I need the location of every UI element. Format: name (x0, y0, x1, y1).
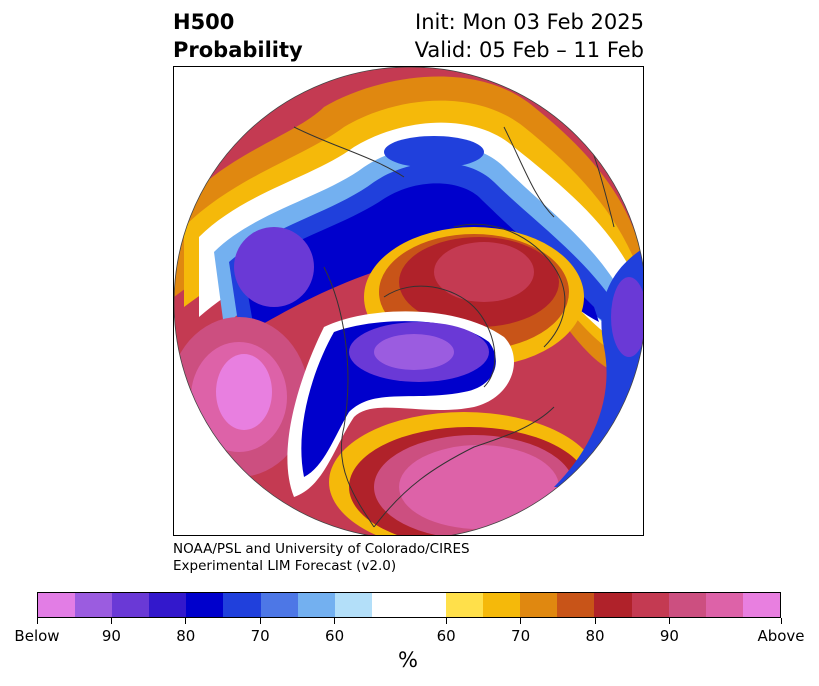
colorbar-tick-label: 90 (659, 627, 679, 645)
polar-map-graphic (174, 67, 643, 535)
colorbar-segment-above-3 (557, 593, 595, 617)
colorbar-tick (445, 618, 447, 624)
atlantic-trough-core (611, 277, 643, 357)
init-date: Init: Mon 03 Feb 2025 (415, 10, 644, 34)
colorbar-segment-above-6 (668, 593, 706, 617)
colorbar-tick-label: Above (757, 627, 805, 645)
colorbar-segment-below-5 (223, 593, 261, 617)
colorbar-segment-below-1 (75, 593, 113, 617)
trough-core-north (384, 136, 484, 168)
arctic-ridge-core (434, 242, 534, 302)
colorbar-segment-above-1 (483, 593, 521, 617)
colorbar-tick-label: 90 (101, 627, 121, 645)
colorbar-tick (334, 618, 336, 624)
colorbar-tick (110, 618, 112, 624)
colorbar-segment-below-0 (38, 593, 76, 617)
colorbar-tick (185, 618, 187, 624)
colorbar-tick-label: 80 (176, 627, 196, 645)
colorbar-tick-label: 60 (325, 627, 345, 645)
colorbar-tick-label: 60 (436, 627, 456, 645)
colorbar-segment-above-7 (705, 593, 743, 617)
colorbar-tick (594, 618, 596, 624)
colorbar (37, 592, 781, 618)
colorbar-segment-below-3 (149, 593, 187, 617)
colorbar-segment-below-2 (112, 593, 150, 617)
attribution-line-2: Experimental LIM Forecast (v2.0) (173, 558, 397, 574)
colorbar-unit: % (398, 648, 418, 672)
colorbar-tick-label: 80 (585, 627, 605, 645)
trough-core-west (234, 227, 314, 307)
na-trough-center (374, 334, 454, 370)
colorbar-tick-label: 70 (250, 627, 270, 645)
colorbar-tick (780, 618, 782, 624)
eastern-ridge-inner (399, 445, 559, 529)
colorbar-segment-neutral (371, 593, 447, 617)
colorbar-segment-above-4 (594, 593, 632, 617)
valid-period: Valid: 05 Feb – 11 Feb (414, 38, 644, 62)
colorbar-tick (668, 618, 670, 624)
colorbar-tick-label: 70 (511, 627, 531, 645)
colorbar-segment-above-0 (446, 593, 484, 617)
attribution: NOAA/PSL and University of Colorado/CIRE… (173, 541, 470, 575)
colorbar-segment-above-2 (520, 593, 558, 617)
colorbar-tick (36, 618, 38, 624)
colorbar-segment-below-8 (334, 593, 372, 617)
coastlines (293, 106, 615, 528)
colorbar-segment-above-8 (742, 593, 780, 617)
colorbar-segment-below-7 (297, 593, 335, 617)
forecast-dates: Init: Mon 03 Feb 2025 Valid: 05 Feb – 11… (415, 8, 644, 64)
colorbar-segment-above-5 (631, 593, 669, 617)
colorbar-segment-below-6 (260, 593, 298, 617)
pacific-ridge-core (216, 354, 272, 430)
colorbar-tick (520, 618, 522, 624)
title-variable: H500 (173, 10, 235, 34)
colorbar-tick (259, 618, 261, 624)
polar-map (173, 66, 644, 536)
title-product: Probability (173, 38, 303, 62)
map-title: H500 Probability (173, 8, 303, 64)
colorbar-tick-label: Below (14, 627, 60, 645)
attribution-line-1: NOAA/PSL and University of Colorado/CIRE… (173, 541, 470, 557)
colorbar-segment-below-4 (186, 593, 224, 617)
